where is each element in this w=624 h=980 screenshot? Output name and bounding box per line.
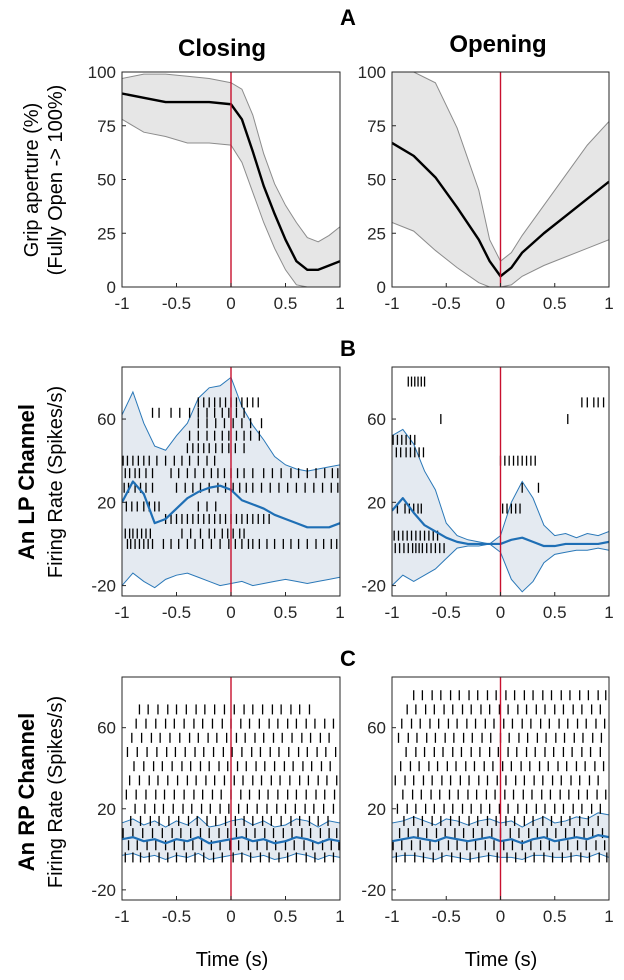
x-tick-label: -1 (114, 603, 129, 622)
x-tick-label: 1 (604, 603, 613, 622)
y-tick-label: 60 (97, 719, 116, 738)
confidence-band (392, 72, 609, 287)
x-tick-label: 0 (226, 603, 235, 622)
x-tick-label: 1 (335, 294, 344, 313)
x-tick-label: 0.5 (274, 294, 298, 313)
band-upper-edge (122, 73, 340, 243)
row-c-ylabel-channel: An RP Channel (14, 713, 39, 872)
row-c-ylabel-rate: Firing Rate (Spikes/s) (45, 696, 67, 888)
y-tick-label: 20 (367, 800, 386, 819)
y-tick-label: 60 (367, 410, 386, 429)
x-tick-label: 0.5 (543, 294, 567, 313)
plot-inner (392, 376, 609, 593)
y-tick-label: 50 (97, 171, 116, 190)
y-tick-label: 60 (97, 410, 116, 429)
x-tick-label: 0 (496, 603, 505, 622)
x-axis-label-opening: Time (s) (465, 949, 538, 971)
y-tick-label: 60 (367, 719, 386, 738)
y-tick-label: 20 (97, 800, 116, 819)
x-tick-label: 0.5 (274, 603, 298, 622)
y-tick-label: 25 (97, 224, 116, 243)
y-tick-label: 20 (97, 493, 116, 512)
y-tick-label: 0 (377, 278, 386, 297)
chart-B-opening: -1 -0.5 0 0.5 1 -20 20 60 (361, 366, 614, 622)
x-tick-label: -1 (114, 294, 129, 313)
band-lower-edge (392, 222, 609, 287)
x-tick-label: 0 (226, 907, 235, 926)
x-tick-label: 0.5 (543, 907, 567, 926)
x-tick-label: 1 (604, 907, 613, 926)
row-b-ylabel-channel: An LP Channel (14, 404, 39, 560)
panel-letter-c: C (340, 646, 356, 671)
chart-C-closing: -1 -0.5 0 0.5 1 -20 20 60 (91, 676, 345, 926)
plot-inner (122, 73, 340, 287)
y-tick-label: 75 (367, 117, 386, 136)
x-tick-label: -1 (114, 907, 129, 926)
x-tick-label: -0.5 (162, 907, 191, 926)
y-tick-label: 25 (367, 224, 386, 243)
y-tick-label: 50 (367, 171, 386, 190)
row-b-ylabel-rate: Firing Rate (Spikes/s) (45, 386, 67, 578)
panel-letter-b: B (340, 336, 356, 361)
confidence-band (392, 429, 609, 592)
y-tick-label: 20 (367, 493, 386, 512)
column-title-closing: Closing (178, 35, 266, 62)
y-tick-label: 75 (97, 117, 116, 136)
x-tick-label: 0 (226, 294, 235, 313)
y-tick-label: -20 (361, 577, 386, 596)
y-tick-label: 100 (88, 63, 116, 82)
mean-line (122, 92, 340, 271)
x-tick-label: -0.5 (432, 603, 461, 622)
chart-A-opening: -1 -0.5 0 0.5 1 0 25 50 75 100 (358, 63, 614, 313)
chart-C-opening: -1 -0.5 0 0.5 1 -20 20 60 (361, 676, 614, 926)
panel-letter-a: A (340, 5, 356, 30)
x-tick-label: -0.5 (162, 294, 191, 313)
x-tick-label: -0.5 (432, 907, 461, 926)
y-tick-label: 100 (358, 63, 386, 82)
chart-A-closing: -1 -0.5 0 0.5 1 0 25 50 75 100 (88, 63, 345, 313)
x-tick-label: -1 (384, 907, 399, 926)
band-lower-edge (122, 118, 340, 287)
row-a-ylabel-line1: Grip aperture (%) (21, 103, 43, 258)
x-tick-label: 0.5 (543, 603, 567, 622)
x-tick-label: 0 (496, 294, 505, 313)
chart-B-closing: -1 -0.5 0 0.5 1 -20 20 60 (91, 366, 345, 622)
x-tick-label: 0.5 (274, 907, 298, 926)
confidence-band (122, 74, 340, 287)
y-tick-label: 0 (107, 278, 116, 297)
y-tick-label: -20 (361, 881, 386, 900)
x-tick-label: 1 (335, 907, 344, 926)
y-tick-label: -20 (91, 577, 116, 596)
x-tick-label: 1 (335, 603, 344, 622)
x-tick-label: -1 (384, 603, 399, 622)
x-tick-label: 1 (604, 294, 613, 313)
column-title-opening: Opening (449, 31, 546, 58)
x-tick-label: -1 (384, 294, 399, 313)
x-tick-label: -0.5 (162, 603, 191, 622)
x-tick-label: 0 (496, 907, 505, 926)
x-tick-label: -0.5 (432, 294, 461, 313)
x-axis-label-closing: Time (s) (196, 949, 269, 971)
y-tick-label: -20 (91, 881, 116, 900)
row-a-ylabel-line2: (Fully Open -> 100%) (45, 85, 67, 276)
